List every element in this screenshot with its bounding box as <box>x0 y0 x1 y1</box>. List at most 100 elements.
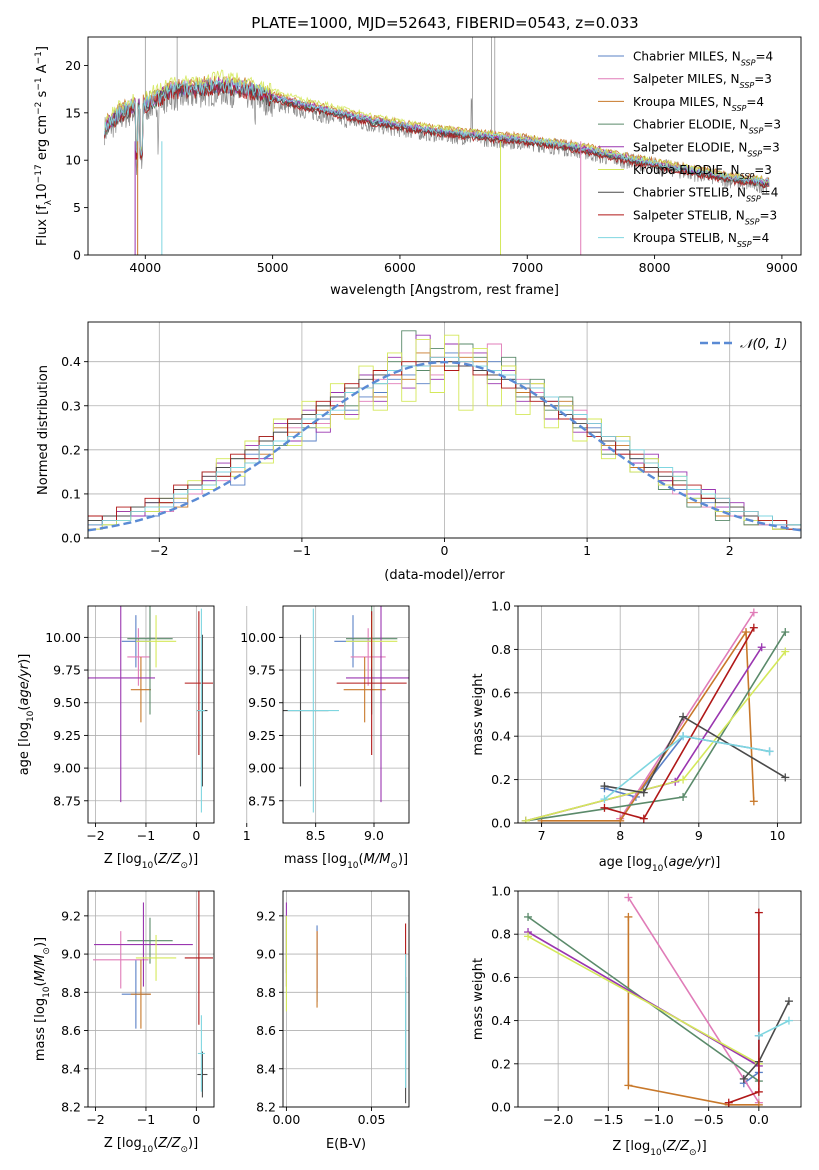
x-axis-label-segment: )] <box>697 1139 707 1154</box>
y-tick-label: 0.2 <box>491 772 511 787</box>
legend-subscript: SSP <box>749 126 764 135</box>
y-tick-label: 8.4 <box>256 1061 276 1076</box>
y-axis-label-segment: )] <box>17 654 32 664</box>
legend-series-name: Salpeter STELIB, N <box>633 208 745 222</box>
legend-subscript: SSP <box>747 149 762 158</box>
y-axis-label-segment: λ <box>44 199 54 205</box>
x-axis-label-segment: ( <box>663 855 668 870</box>
errorbar-chabrier-elodie <box>127 606 173 715</box>
y-axis-label: mass [log10(M/M⊙)] <box>33 937 52 1061</box>
y-tick-label: 8.4 <box>61 1061 81 1076</box>
x-axis-label-segment: ⊙ <box>180 1145 188 1155</box>
y-tick-label: 8.2 <box>256 1100 276 1115</box>
y-tick-label: 8.75 <box>53 793 81 808</box>
y-axis-label-segment: ( <box>33 981 48 986</box>
y-tick-label: 20 <box>65 58 81 73</box>
y-axis-label-segment: )] <box>33 937 48 947</box>
x-axis-label-segment: ( <box>359 852 364 867</box>
x-tick-label: 0 <box>441 543 449 558</box>
y-axis-label-segment: age/yr <box>17 662 32 705</box>
errorbar-chabrier-stelib <box>197 1051 208 1098</box>
weight-series-kroupa-stelib <box>754 1016 793 1040</box>
weight_vs_age-frame <box>517 605 802 824</box>
legend-nssp-value: =3 <box>763 118 781 132</box>
x-tick-label: 1 <box>243 828 251 843</box>
weight-line <box>604 715 786 794</box>
legend-label: Kroupa ELODIE, NSSP=3 <box>633 163 772 181</box>
residuals-plot-area <box>88 330 801 538</box>
x-tick-label: −2.0 <box>543 1112 573 1127</box>
x-tick-label: 7 <box>538 828 546 843</box>
x-axis-label: Z [log10(Z/Z⊙)] <box>104 1136 198 1155</box>
legend-subscript: SSP <box>741 58 756 67</box>
y-tick-label: 0.6 <box>491 685 511 700</box>
y-axis-label-segment: 10 <box>35 183 50 200</box>
legend-series-name: Chabrier MILES, N <box>633 50 741 64</box>
x-tick-label: 9.0 <box>364 828 384 843</box>
x-tick-label: −1.5 <box>593 1112 623 1127</box>
x-axis-label-segment: 10 <box>347 861 359 871</box>
x-axis-label-segment: )] <box>188 1136 198 1151</box>
y-axis-label-segment: ( <box>17 706 32 711</box>
errorbar-kroupa-miles <box>130 959 151 1029</box>
legend-label: Chabrier MILES, NSSP=4 <box>633 50 773 68</box>
x-axis-label-segment: ⊙ <box>689 1148 697 1158</box>
age_vs_mass-grid <box>283 606 409 823</box>
legend-nssp-value: =3 <box>759 208 777 222</box>
y-tick-label: 0.6 <box>491 970 511 985</box>
mass_vs_EBV-panel: 0.00 0.05 8.2 8.4 8.6 8.8 9.0 9.2 E(B-V) <box>256 890 410 1152</box>
y-axis-label: Normed distribution <box>36 365 51 495</box>
x-tick-label: 10 <box>769 828 785 843</box>
x-tick-label: 0.05 <box>358 1112 386 1127</box>
y-axis-label-segment: age [log <box>17 722 32 775</box>
x-axis-label-segment: Z/Z <box>666 1139 690 1154</box>
x-axis-label: E(B-V) <box>326 1137 366 1152</box>
age_vs_mass-plot-area <box>283 606 409 813</box>
y-axis-label: age [log10(age/yr)] <box>17 654 36 776</box>
x-tick-label: 9000 <box>766 260 798 275</box>
model-line-kroupa-elodie <box>104 69 769 183</box>
x-axis-label-segment: Z [log <box>104 1136 142 1151</box>
errorbar-kroupa-stelib <box>197 608 205 813</box>
weight-line <box>758 1019 790 1037</box>
y-tick-label: 8.75 <box>248 793 276 808</box>
legend-label: Kroupa STELIB, NSSP=4 <box>633 231 769 249</box>
x-axis-label-segment: ( <box>153 1136 158 1151</box>
errorbar-salpeter-miles <box>350 628 386 686</box>
y-axis-label-segment: 10 <box>26 710 36 722</box>
errorbar-kroupa-stelib <box>287 608 339 813</box>
legend-nssp-value: =4 <box>752 231 770 245</box>
errorbar-salpeter-stelib <box>336 611 407 756</box>
y-tick-label: 0.8 <box>491 927 511 942</box>
x-axis-label-segment: M/M <box>364 852 391 867</box>
weight-line <box>627 897 760 1104</box>
x-axis-label-segment: age [log <box>599 855 652 870</box>
y-tick-label: 9.25 <box>248 728 276 743</box>
x-tick-label: −2 <box>86 1112 104 1127</box>
legend-subscript: SSP <box>746 194 761 203</box>
spectrum-plot-area <box>104 37 770 255</box>
x-axis-label-segment: )] <box>710 855 720 870</box>
mass_vs_EBV-frame <box>282 890 410 1108</box>
weight-line <box>627 916 759 1106</box>
y-tick-label: 9.00 <box>53 761 81 776</box>
histogram-kroupa-stelib <box>88 356 801 538</box>
x-tick-label: 2 <box>726 543 734 558</box>
x-axis-label-segment: 10 <box>142 1145 154 1155</box>
errorbar-salpeter-elodie <box>94 902 193 987</box>
x-axis-label-segment: ⊙ <box>390 861 398 871</box>
x-tick-label: −1.0 <box>643 1112 673 1127</box>
y-axis-label-segment: A <box>35 64 50 77</box>
age_vs_Z-plot-area <box>88 606 213 813</box>
age_vs_mass-panel: 8.5 9.0 8.75 9.00 9.25 9.50 9.75 10.00 mass [log… <box>240 605 410 871</box>
y-axis-label-segment: −17 <box>34 164 44 183</box>
y-axis-label-segment: M/M <box>33 955 48 982</box>
legend-series-name: Kroupa STELIB, N <box>633 231 737 245</box>
x-axis-label: Z [log10(Z/Z⊙)] <box>104 852 198 871</box>
x-axis-label: wavelength [Angstrom, rest frame] <box>330 283 559 298</box>
legend-subscript: SSP <box>732 103 747 112</box>
legend-subscript: SSP <box>745 217 760 226</box>
